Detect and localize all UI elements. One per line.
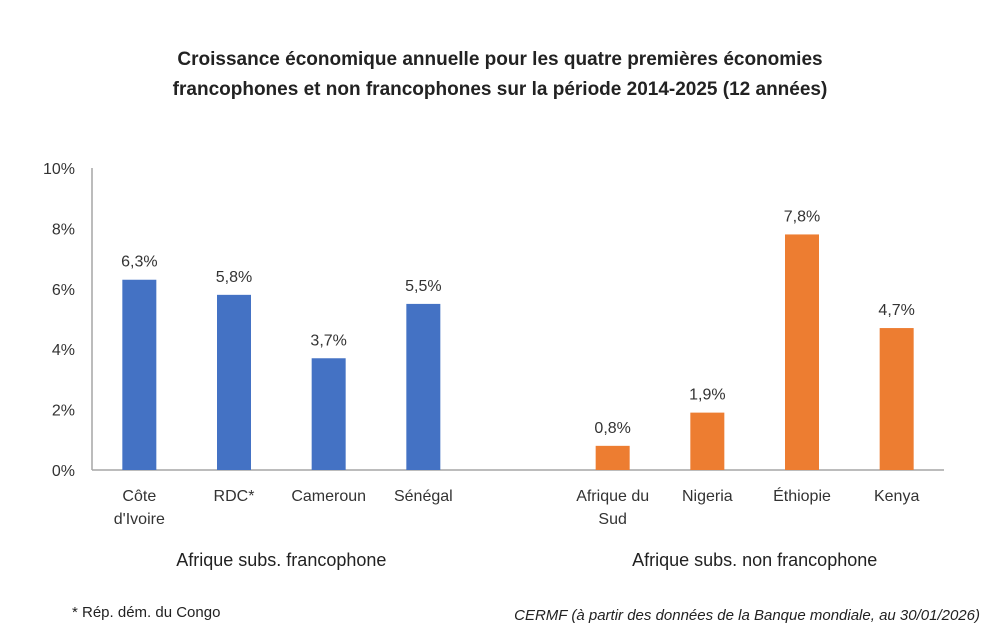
y-tick-label: 0% <box>52 463 75 480</box>
chart-title-line-2: francophones et non francophones sur la … <box>172 79 828 100</box>
y-tick-label: 4% <box>52 342 75 359</box>
data-label: 4,7% <box>878 302 914 319</box>
bar <box>785 234 819 470</box>
x-tick-label: Kenya <box>874 488 919 505</box>
data-label: 7,8% <box>784 208 820 225</box>
x-tick-label: RDC* <box>214 488 255 505</box>
bar <box>311 358 346 470</box>
x-tick-label: Sud <box>598 511 626 528</box>
bar <box>406 303 441 470</box>
group-label: Afrique subs. non francophone <box>632 550 877 570</box>
data-label: 6,3% <box>121 254 157 271</box>
x-tick-label: Côte <box>122 488 156 505</box>
data-label: 1,9% <box>689 387 725 404</box>
data-label: 0,8% <box>594 420 630 437</box>
bar <box>690 412 725 470</box>
x-tick-label: Afrique du <box>576 488 649 505</box>
footnote: * Rép. dém. du Congo <box>72 604 221 621</box>
x-tick-label: Cameroun <box>291 488 366 505</box>
data-label: 5,8% <box>216 269 252 286</box>
x-tick-label: Éthiopie <box>773 486 831 505</box>
chart-title-line-1: Croissance économique annuelle pour les … <box>177 49 823 70</box>
bar <box>122 279 157 470</box>
data-label: 3,7% <box>310 332 346 349</box>
source-note: CERMF (à partir des données de la Banque… <box>514 607 980 624</box>
bar <box>595 445 630 470</box>
y-tick-label: 8% <box>52 221 75 238</box>
bar <box>879 328 914 470</box>
x-tick-label: Nigeria <box>682 488 733 505</box>
x-tick-label: Sénégal <box>394 488 453 505</box>
x-tick-label: d'Ivoire <box>114 511 165 528</box>
chart-title: Croissance économique annuelle pour les … <box>0 45 1000 105</box>
group-label: Afrique subs. francophone <box>176 550 386 570</box>
y-tick-label: 10% <box>43 161 75 178</box>
bar <box>217 294 251 470</box>
y-tick-label: 2% <box>52 403 75 420</box>
y-tick-label: 6% <box>52 282 75 299</box>
data-label: 5,5% <box>405 278 441 295</box>
